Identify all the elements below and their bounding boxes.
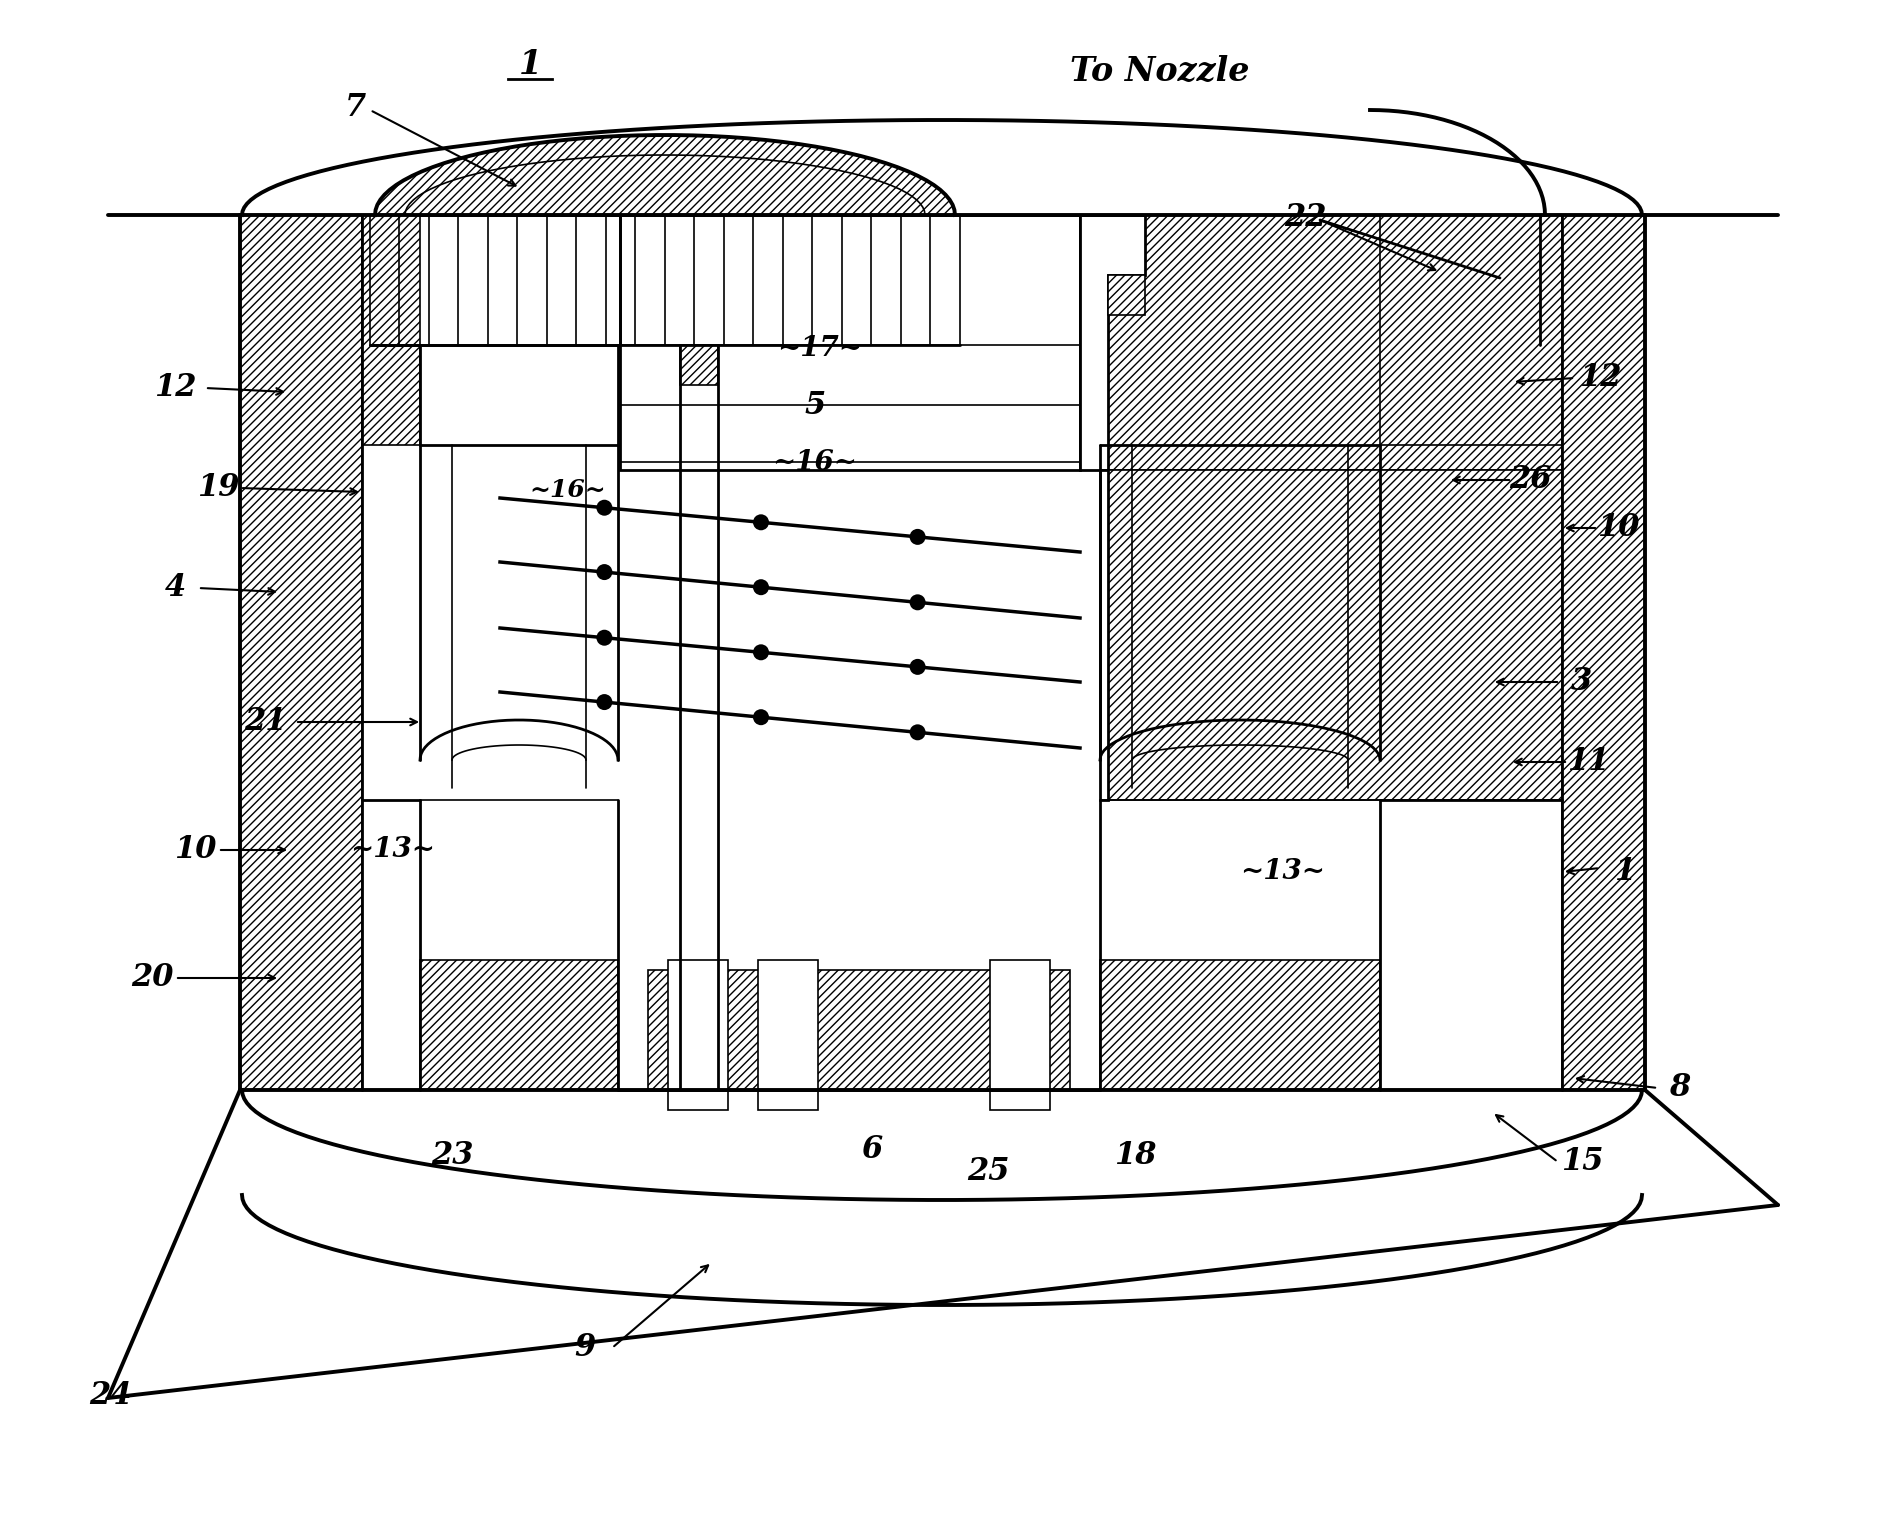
Text: 6: 6 <box>860 1134 883 1166</box>
Text: 8: 8 <box>1669 1073 1690 1103</box>
Polygon shape <box>1562 215 1645 1090</box>
Text: 9: 9 <box>574 1332 595 1364</box>
Polygon shape <box>239 215 361 1090</box>
Polygon shape <box>375 135 954 215</box>
Polygon shape <box>1107 275 1144 315</box>
Bar <box>369 215 960 345</box>
Polygon shape <box>361 215 369 345</box>
Text: 26: 26 <box>1507 464 1551 496</box>
Text: 5: 5 <box>804 390 824 420</box>
Bar <box>619 215 1080 470</box>
Text: 21: 21 <box>243 706 286 738</box>
Text: 11: 11 <box>1566 746 1609 778</box>
Text: 25: 25 <box>965 1157 1009 1187</box>
Circle shape <box>909 528 926 545</box>
Circle shape <box>753 644 768 661</box>
Text: 15: 15 <box>1560 1146 1602 1178</box>
Circle shape <box>909 594 926 610</box>
Text: 1: 1 <box>518 49 542 82</box>
Text: 19: 19 <box>196 472 239 504</box>
Circle shape <box>597 565 612 580</box>
Polygon shape <box>679 345 717 385</box>
Text: ~13~: ~13~ <box>350 837 435 863</box>
Polygon shape <box>1539 215 1562 345</box>
Text: To Nozzle: To Nozzle <box>1069 55 1250 88</box>
Circle shape <box>909 724 926 740</box>
Text: 23: 23 <box>431 1140 472 1170</box>
Circle shape <box>597 630 612 645</box>
Polygon shape <box>420 960 617 1090</box>
Text: ~17~: ~17~ <box>777 335 862 362</box>
Circle shape <box>597 694 612 711</box>
Text: 3: 3 <box>1571 667 1592 697</box>
Text: 10: 10 <box>1596 513 1639 543</box>
Text: 7: 7 <box>344 93 365 123</box>
Text: 12: 12 <box>154 373 196 403</box>
Polygon shape <box>1099 470 1107 801</box>
Polygon shape <box>647 970 1069 1090</box>
Text: 22: 22 <box>1284 202 1325 233</box>
Polygon shape <box>668 960 728 1110</box>
Circle shape <box>909 659 926 674</box>
Text: 12: 12 <box>1577 362 1620 394</box>
Polygon shape <box>1080 215 1562 470</box>
Circle shape <box>597 499 612 516</box>
Polygon shape <box>990 960 1050 1110</box>
Text: 10: 10 <box>173 834 216 866</box>
Polygon shape <box>1380 215 1562 444</box>
Text: 4: 4 <box>164 572 186 604</box>
Polygon shape <box>1107 470 1562 801</box>
Polygon shape <box>1099 960 1380 1090</box>
Text: 18: 18 <box>1112 1140 1156 1170</box>
Text: 20: 20 <box>130 962 173 994</box>
Text: 24: 24 <box>88 1379 132 1411</box>
Circle shape <box>753 709 768 724</box>
Text: ~16~: ~16~ <box>529 478 606 502</box>
Text: 1: 1 <box>1613 857 1635 887</box>
Circle shape <box>753 514 768 530</box>
Polygon shape <box>361 215 420 444</box>
Circle shape <box>753 580 768 595</box>
Polygon shape <box>1080 215 1144 470</box>
Text: ~16~: ~16~ <box>772 449 856 475</box>
Text: ~13~: ~13~ <box>1240 858 1325 886</box>
Polygon shape <box>758 960 817 1110</box>
